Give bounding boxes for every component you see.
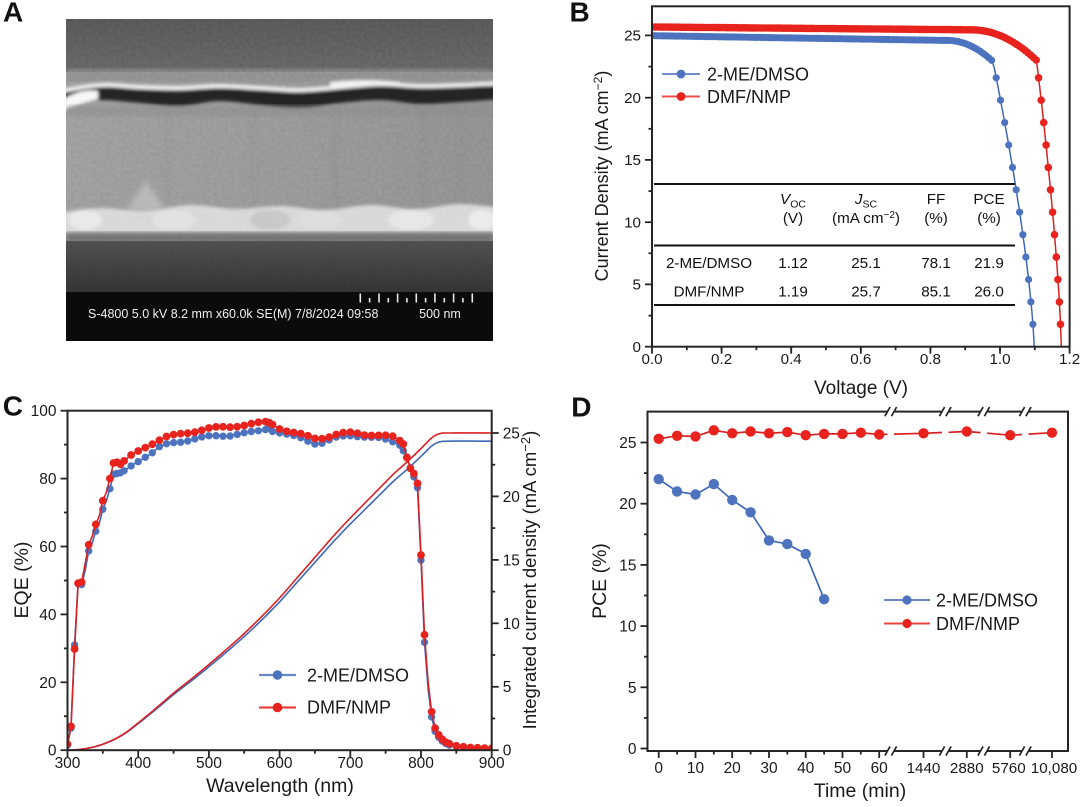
svg-text:300: 300 <box>55 755 81 772</box>
svg-text:Integrated current density (mA: Integrated current density (mA cm−2) <box>518 431 540 730</box>
svg-text:VOC: VOC <box>780 191 806 211</box>
svg-text:15: 15 <box>624 152 641 169</box>
svg-text:20: 20 <box>619 496 637 513</box>
svg-text:10: 10 <box>503 616 521 633</box>
svg-text:0: 0 <box>654 760 663 777</box>
svg-text:20: 20 <box>39 675 57 692</box>
svg-text:(%): (%) <box>977 210 1001 227</box>
svg-text:700: 700 <box>337 755 363 772</box>
svg-text:25.7: 25.7 <box>851 284 881 301</box>
svg-text:Time (min): Time (min) <box>814 780 906 802</box>
svg-text:100: 100 <box>31 403 57 420</box>
svg-text:40: 40 <box>39 607 57 624</box>
svg-text:2-ME/DMSO: 2-ME/DMSO <box>307 666 409 686</box>
svg-text:2-ME/DMSO: 2-ME/DMSO <box>936 591 1038 611</box>
svg-text:10: 10 <box>619 619 637 636</box>
svg-text:26.0: 26.0 <box>974 284 1004 301</box>
svg-text:78.1: 78.1 <box>921 255 951 272</box>
svg-text:2880: 2880 <box>950 760 984 777</box>
svg-text:85.1: 85.1 <box>921 284 951 301</box>
svg-text:5: 5 <box>628 680 637 697</box>
svg-text:800: 800 <box>408 755 434 772</box>
svg-text:2-ME/DMSO: 2-ME/DMSO <box>666 255 752 272</box>
svg-text:FF: FF <box>927 191 946 208</box>
svg-text:D: D <box>571 392 591 423</box>
svg-text:(V): (V) <box>783 210 803 227</box>
svg-text:1.2: 1.2 <box>1059 351 1080 368</box>
svg-text:60: 60 <box>871 760 889 777</box>
svg-text:400: 400 <box>125 755 151 772</box>
svg-text:(mA cm−2): (mA cm−2) <box>832 210 900 227</box>
svg-text:PCE: PCE <box>973 191 1004 208</box>
svg-text:DMF/NMP: DMF/NMP <box>707 87 791 107</box>
svg-text:Voltage (V): Voltage (V) <box>814 378 908 399</box>
svg-text:JSC: JSC <box>854 191 878 211</box>
svg-text:5: 5 <box>633 277 641 294</box>
svg-text:15: 15 <box>503 552 520 569</box>
svg-text:0: 0 <box>503 743 512 760</box>
svg-text:0.4: 0.4 <box>781 351 802 368</box>
svg-text:0.6: 0.6 <box>850 351 871 368</box>
svg-text:0.8: 0.8 <box>920 351 941 368</box>
svg-text:20: 20 <box>724 760 742 777</box>
svg-text:50: 50 <box>834 760 852 777</box>
svg-text:15: 15 <box>619 557 636 574</box>
svg-text:Current Density (mA cm−2): Current Density (mA cm−2) <box>591 71 612 282</box>
svg-text:60: 60 <box>39 539 57 556</box>
svg-text:0: 0 <box>633 339 641 356</box>
svg-text:0: 0 <box>48 743 57 760</box>
svg-text:1.19: 1.19 <box>778 284 808 301</box>
svg-text:DMF/NMP: DMF/NMP <box>674 284 745 301</box>
svg-text:C: C <box>3 390 23 421</box>
svg-text:30: 30 <box>760 760 778 777</box>
svg-text:(%): (%) <box>924 210 948 227</box>
svg-text:20: 20 <box>624 90 641 107</box>
svg-text:500 nm: 500 nm <box>419 307 461 321</box>
svg-text:S-4800 5.0 kV 8.2 mm x60.0k SE: S-4800 5.0 kV 8.2 mm x60.0k SE(M) 7/8/20… <box>88 307 378 321</box>
svg-text:21.9: 21.9 <box>974 255 1004 272</box>
svg-text:1440: 1440 <box>907 760 941 777</box>
svg-text:25: 25 <box>503 426 520 443</box>
svg-text:PCE (%): PCE (%) <box>589 543 611 619</box>
svg-text:500: 500 <box>196 755 222 772</box>
svg-text:A: A <box>3 0 23 28</box>
svg-text:80: 80 <box>39 471 57 488</box>
svg-text:DMF/NMP: DMF/NMP <box>936 614 1020 634</box>
svg-text:10,080: 10,080 <box>1031 760 1077 777</box>
svg-text:25: 25 <box>624 28 641 45</box>
svg-text:5: 5 <box>503 679 512 696</box>
svg-text:B: B <box>570 0 590 28</box>
svg-text:600: 600 <box>267 755 293 772</box>
svg-text:25.1: 25.1 <box>851 255 881 272</box>
svg-text:25: 25 <box>619 435 636 452</box>
svg-text:Wavelength (nm): Wavelength (nm) <box>206 775 354 797</box>
svg-text:900: 900 <box>479 755 505 772</box>
svg-text:40: 40 <box>797 760 815 777</box>
svg-text:10: 10 <box>687 760 705 777</box>
svg-text:DMF/NMP: DMF/NMP <box>307 698 391 718</box>
svg-text:2-ME/DMSO: 2-ME/DMSO <box>707 65 809 85</box>
svg-text:0.2: 0.2 <box>711 351 732 368</box>
svg-text:20: 20 <box>503 489 521 506</box>
svg-text:0.0: 0.0 <box>641 351 662 368</box>
svg-text:10: 10 <box>624 214 641 231</box>
svg-text:0: 0 <box>628 741 637 758</box>
svg-text:1.12: 1.12 <box>778 255 808 272</box>
svg-text:EQE (%): EQE (%) <box>11 542 33 619</box>
svg-text:5760: 5760 <box>992 760 1026 777</box>
svg-text:1.0: 1.0 <box>989 351 1010 368</box>
